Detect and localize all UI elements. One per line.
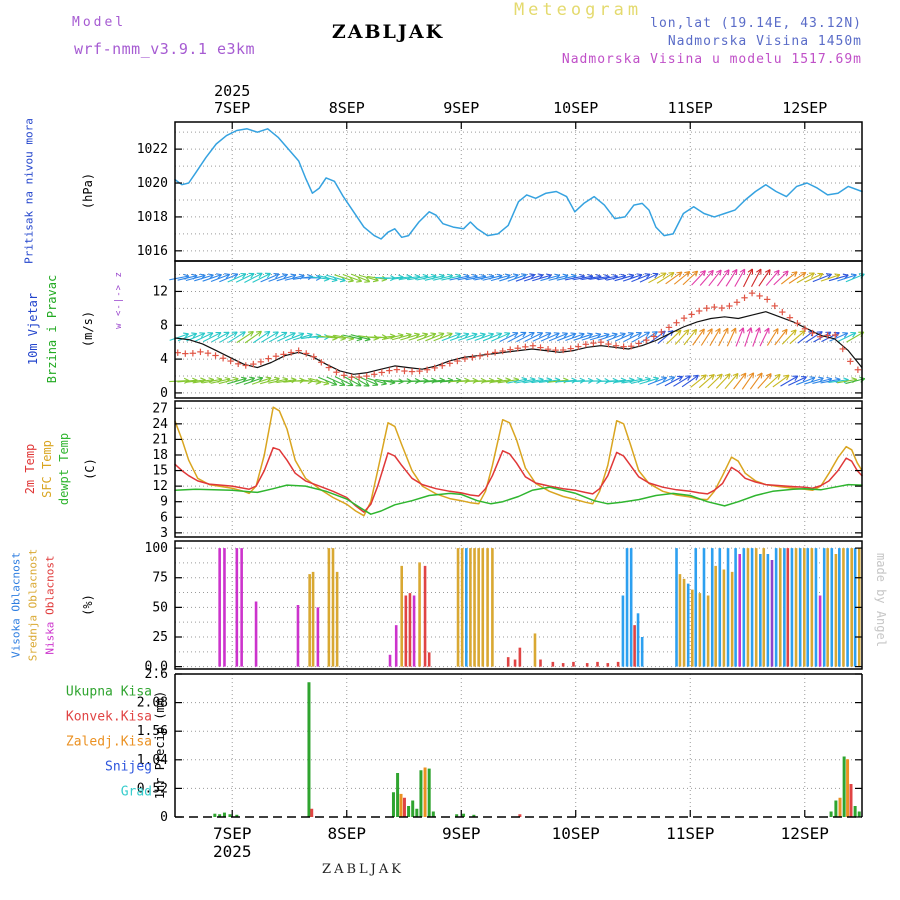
wind-unit-label: (m/s) <box>81 310 95 348</box>
svg-text:50: 50 <box>152 600 168 615</box>
svg-text:1018: 1018 <box>137 210 168 225</box>
station-title: ZABLJAK <box>331 21 445 43</box>
svg-text:18: 18 <box>152 448 168 463</box>
svg-text:11SEP: 11SEP <box>666 824 714 843</box>
cloud-mid-label: Srednja Oblacnost <box>26 548 40 662</box>
legend-ukupna-kisa: Ukupna Kisa <box>65 684 152 700</box>
wind-panel: 0 4 8 12 <box>152 260 866 401</box>
temp-sfc-label: SFC Temp <box>40 440 54 498</box>
svg-text:9: 9 <box>160 495 168 510</box>
legend-grad: Grad <box>120 784 152 800</box>
model-label: Model <box>72 15 127 30</box>
svg-text:12SEP: 12SEP <box>781 824 829 843</box>
watermark: made by Angel <box>874 553 888 647</box>
svg-text:11SEP: 11SEP <box>668 99 713 117</box>
svg-text:2.6: 2.6 <box>145 667 168 682</box>
cloud-panel: 0.0 25 50 75 100 <box>145 540 863 675</box>
elevation-label: Nadmorska Visina 1450m <box>667 34 862 49</box>
svg-text:7SEP: 7SEP <box>213 824 252 843</box>
footer-station-label: ZABLJAK <box>322 862 404 877</box>
precip-panel: 0 0.52 1.04 1.56 2.08 2.6 <box>137 667 863 825</box>
svg-text:12: 12 <box>152 479 168 494</box>
legend-snijeg: Snijeg <box>105 759 152 775</box>
svg-text:6: 6 <box>160 510 168 525</box>
svg-text:8SEP: 8SEP <box>327 824 366 843</box>
temp-unit-label: (C) <box>83 458 97 480</box>
svg-text:2025: 2025 <box>213 842 252 861</box>
temp-dewpt-label: dewpt Temp <box>57 432 71 506</box>
precip-axis-label: 1hr Precip (mm) <box>153 690 167 800</box>
svg-text:1020: 1020 <box>137 176 168 191</box>
legend-zaledj-kisa: Zaledj.Kisa <box>65 734 152 750</box>
svg-text:0: 0 <box>160 386 168 401</box>
cloud-low-label: Niska Oblacnost <box>44 555 57 654</box>
legend-konvek-kisa: Konvek.Kisa <box>65 709 152 725</box>
svg-text:8: 8 <box>160 318 168 333</box>
model-elevation-label: Nadmorska Visina u modelu 1517.69m <box>561 52 862 67</box>
svg-text:3: 3 <box>160 526 168 541</box>
svg-text:15: 15 <box>152 464 168 479</box>
lonlat-label: lon,lat (19.14E, 43.12N) <box>650 16 862 31</box>
svg-text:100: 100 <box>145 541 168 556</box>
model-version-label: wrf-nmm_v3.9.1 e3km <box>74 40 256 58</box>
svg-text:0: 0 <box>160 810 168 825</box>
svg-text:2025: 2025 <box>214 82 250 100</box>
wind-axis-label-1: 10m Vjetar <box>26 292 40 366</box>
svg-text:0.52: 0.52 <box>137 781 168 796</box>
svg-text:1016: 1016 <box>137 244 168 259</box>
cloud-high-label: Visoka Oblacnost <box>9 552 23 658</box>
pressure-unit-label: (hPa) <box>81 172 95 210</box>
svg-text:1.56: 1.56 <box>137 724 168 739</box>
svg-text:1.04: 1.04 <box>137 753 168 768</box>
svg-text:2.08: 2.08 <box>137 696 168 711</box>
pressure-axis-label: Pritisak na nivou mora <box>22 118 36 264</box>
svg-text:12: 12 <box>152 284 168 299</box>
svg-text:9SEP: 9SEP <box>442 824 481 843</box>
svg-text:25: 25 <box>152 630 168 645</box>
wind-direction-legend: w <-|-> z <box>114 271 124 329</box>
pressure-panel: 1016 1018 1020 1022 <box>137 121 863 262</box>
svg-text:27: 27 <box>152 401 168 416</box>
svg-text:10SEP: 10SEP <box>552 824 600 843</box>
svg-text:0.0: 0.0 <box>145 660 168 675</box>
temp-2m-label: 2m Temp <box>23 443 37 495</box>
app-title: Meteogram <box>513 0 643 20</box>
svg-text:9SEP: 9SEP <box>443 99 479 117</box>
svg-text:4: 4 <box>160 352 168 367</box>
svg-text:7SEP: 7SEP <box>214 99 250 117</box>
svg-text:12SEP: 12SEP <box>782 99 827 117</box>
svg-text:75: 75 <box>152 571 168 586</box>
cloud-low-label-niska: Niska <box>43 614 57 655</box>
wind-axis-label-2: Brzina i Pravac <box>45 274 59 384</box>
time-axis: 7SEP 7SEP 8SEP 8SEP 9SEP 9SEP 10SEP 10SEP 11SEP 1… <box>213 82 829 861</box>
svg-text:8SEP: 8SEP <box>329 99 365 117</box>
svg-text:24: 24 <box>152 417 168 432</box>
svg-text:21: 21 <box>152 432 168 447</box>
cloud-unit-label: (%) <box>81 594 95 616</box>
svg-text:1022: 1022 <box>137 142 168 157</box>
cloud-total-label: Oblacnost <box>43 555 57 615</box>
svg-text:10SEP: 10SEP <box>553 99 598 117</box>
